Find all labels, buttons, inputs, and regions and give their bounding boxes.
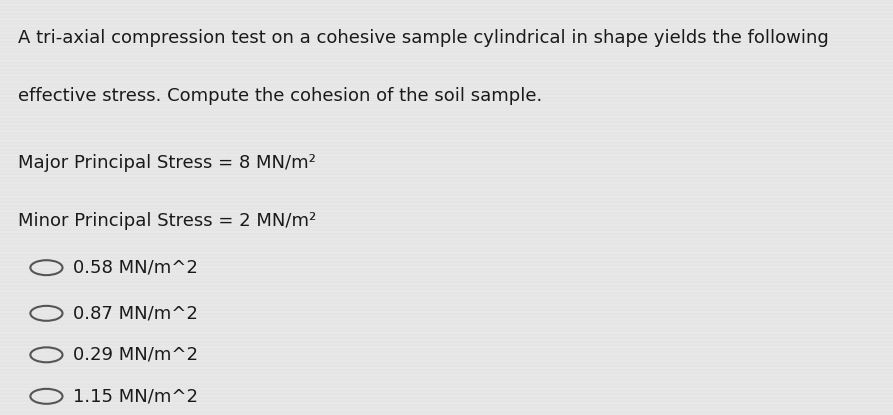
Text: 0.58 MN/m^2: 0.58 MN/m^2 bbox=[73, 259, 198, 277]
Text: 0.29 MN/m^2: 0.29 MN/m^2 bbox=[73, 346, 198, 364]
Text: 0.87 MN/m^2: 0.87 MN/m^2 bbox=[73, 304, 198, 322]
Text: Minor Principal Stress = 2 MN/m²: Minor Principal Stress = 2 MN/m² bbox=[18, 212, 316, 229]
Text: effective stress. Compute the cohesion of the soil sample.: effective stress. Compute the cohesion o… bbox=[18, 87, 542, 105]
Text: Major Principal Stress = 8 MN/m²: Major Principal Stress = 8 MN/m² bbox=[18, 154, 316, 171]
Text: 1.15 MN/m^2: 1.15 MN/m^2 bbox=[73, 387, 198, 405]
Text: A tri-axial compression test on a cohesive sample cylindrical in shape yields th: A tri-axial compression test on a cohesi… bbox=[18, 29, 829, 47]
